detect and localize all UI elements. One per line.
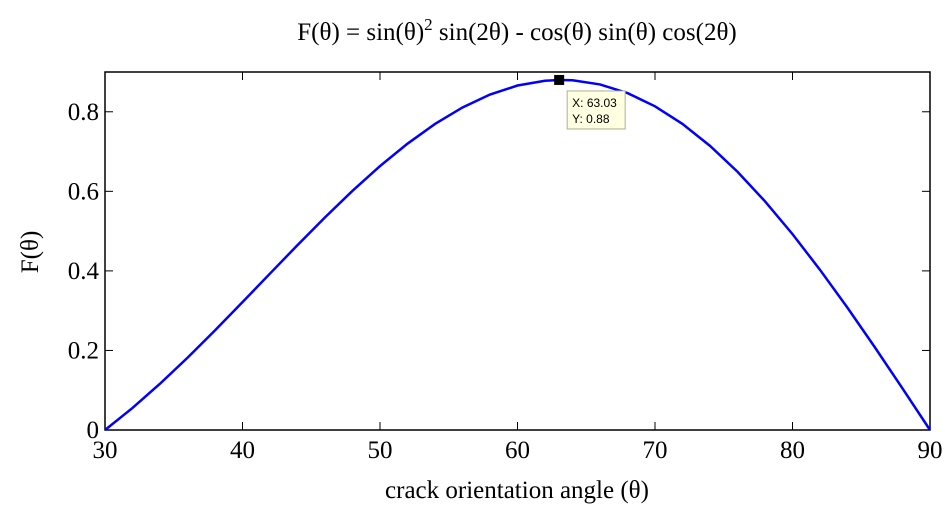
data-line [104, 78, 932, 431]
datatip-marker [554, 74, 565, 85]
plot-frame [104, 71, 931, 431]
title-start: F(θ) = sin(θ) [297, 19, 424, 46]
chart-title: F(θ) = sin(θ)2 sin(2θ) - cos(θ) sin(θ) c… [297, 15, 737, 46]
datatip-y: Y: 0.88 [572, 112, 610, 126]
title-end: sin(2θ) - cos(θ) sin(θ) cos(2θ) [433, 19, 737, 46]
y-tick-label: 0.6 [68, 178, 99, 205]
title-superscript: 2 [424, 15, 433, 34]
y-axis-label: F(θ) [17, 231, 44, 274]
datatip-box [566, 90, 626, 130]
x-tick-label: 80 [780, 437, 805, 464]
x-tick-label: 30 [93, 437, 118, 464]
datatip-x: X: 63.03 [572, 96, 617, 110]
x-tick-label: 40 [230, 437, 255, 464]
y-tick-label: 0 [87, 417, 100, 444]
y-tick-label: 0.4 [68, 258, 100, 285]
x-tick-label: 60 [505, 437, 530, 464]
x-axis-label: crack orientation angle (θ) [385, 477, 649, 504]
y-tick-label: 0.2 [68, 337, 99, 364]
x-tick-label: 70 [643, 437, 668, 464]
y-tick-label: 0.8 [68, 99, 99, 126]
x-tick-label: 50 [368, 437, 393, 464]
x-tick-label: 90 [918, 437, 943, 464]
